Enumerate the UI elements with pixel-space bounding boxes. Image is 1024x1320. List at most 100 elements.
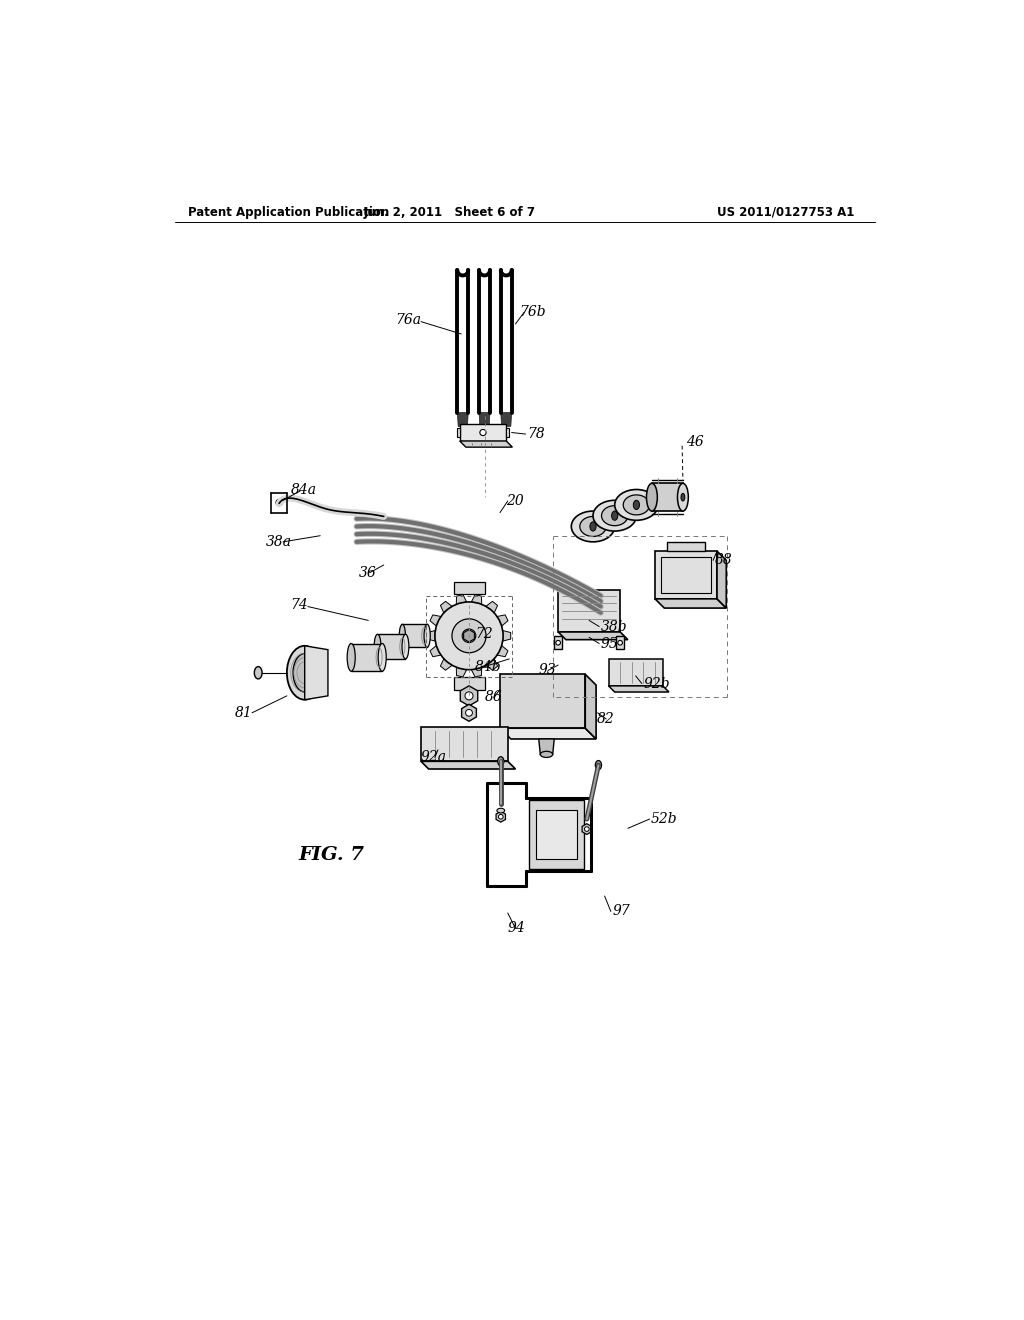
Circle shape (556, 640, 560, 645)
Circle shape (480, 429, 486, 436)
Polygon shape (655, 599, 726, 609)
Text: 38b: 38b (601, 619, 628, 634)
Text: 94: 94 (508, 921, 525, 936)
Polygon shape (500, 675, 586, 729)
Text: 86: 86 (484, 690, 502, 705)
Ellipse shape (611, 511, 617, 520)
Text: 74: 74 (291, 598, 308, 612)
Circle shape (452, 619, 486, 653)
Polygon shape (558, 590, 621, 632)
Polygon shape (378, 635, 406, 659)
Text: 93: 93 (539, 664, 556, 677)
Text: 52b: 52b (651, 812, 678, 826)
Ellipse shape (571, 511, 614, 541)
Ellipse shape (646, 483, 657, 511)
Circle shape (462, 630, 476, 643)
Ellipse shape (347, 644, 355, 672)
Polygon shape (421, 726, 508, 762)
Polygon shape (454, 582, 484, 594)
Polygon shape (485, 602, 498, 612)
Polygon shape (539, 739, 554, 755)
Ellipse shape (595, 760, 601, 770)
Text: 97: 97 (612, 904, 630, 919)
Ellipse shape (593, 500, 636, 531)
Polygon shape (655, 552, 717, 599)
Ellipse shape (580, 516, 606, 536)
Polygon shape (457, 667, 467, 677)
Polygon shape (305, 645, 328, 700)
Text: 38a: 38a (266, 535, 292, 549)
Circle shape (466, 709, 472, 717)
Polygon shape (457, 595, 467, 605)
Polygon shape (554, 636, 562, 649)
Text: US 2011/0127753 A1: US 2011/0127753 A1 (717, 206, 854, 219)
Polygon shape (421, 762, 515, 770)
Ellipse shape (541, 751, 553, 758)
Polygon shape (608, 686, 669, 692)
Text: 82: 82 (597, 711, 614, 726)
Ellipse shape (424, 624, 430, 647)
Polygon shape (427, 631, 435, 642)
Ellipse shape (678, 483, 688, 511)
Circle shape (499, 814, 503, 818)
Polygon shape (717, 552, 726, 609)
Polygon shape (454, 677, 484, 689)
Ellipse shape (497, 808, 505, 813)
Ellipse shape (287, 645, 323, 700)
Ellipse shape (402, 635, 409, 659)
Text: 84a: 84a (291, 483, 316, 496)
Ellipse shape (590, 521, 596, 531)
Polygon shape (558, 632, 628, 640)
Polygon shape (608, 659, 663, 686)
Polygon shape (440, 602, 453, 612)
Ellipse shape (681, 494, 685, 502)
Ellipse shape (601, 506, 628, 525)
Polygon shape (536, 810, 577, 859)
Text: FIG. 7: FIG. 7 (299, 846, 365, 865)
Polygon shape (496, 812, 506, 822)
Polygon shape (586, 675, 596, 739)
Polygon shape (430, 645, 441, 657)
Text: 81: 81 (234, 706, 253, 719)
Text: 72: 72 (475, 627, 493, 642)
Polygon shape (471, 595, 481, 605)
Polygon shape (479, 412, 489, 426)
Polygon shape (506, 428, 509, 437)
Text: 20: 20 (506, 494, 524, 508)
Circle shape (435, 602, 503, 669)
Polygon shape (582, 824, 592, 834)
Polygon shape (471, 667, 481, 677)
Polygon shape (457, 428, 460, 437)
Polygon shape (430, 615, 441, 626)
Ellipse shape (374, 635, 381, 659)
Text: 88: 88 (715, 553, 732, 568)
Text: 76b: 76b (519, 305, 546, 319)
Polygon shape (501, 412, 512, 426)
Text: 92b: 92b (643, 677, 670, 690)
Polygon shape (351, 644, 382, 671)
Circle shape (276, 499, 283, 506)
Polygon shape (460, 441, 512, 447)
Ellipse shape (293, 653, 316, 692)
Text: 76a: 76a (395, 313, 421, 327)
Polygon shape (500, 729, 596, 739)
Circle shape (617, 640, 623, 645)
Polygon shape (497, 645, 508, 657)
Polygon shape (616, 636, 624, 649)
Polygon shape (497, 615, 508, 626)
Polygon shape (460, 686, 478, 706)
Ellipse shape (254, 667, 262, 678)
Polygon shape (667, 543, 706, 552)
Polygon shape (402, 624, 427, 647)
Ellipse shape (399, 624, 406, 647)
Polygon shape (458, 412, 468, 426)
Circle shape (465, 692, 473, 700)
Ellipse shape (378, 644, 386, 672)
Text: 36: 36 (359, 566, 377, 579)
Ellipse shape (633, 500, 640, 510)
Text: 78: 78 (527, 428, 545, 441)
Ellipse shape (614, 490, 658, 520)
Text: 95: 95 (601, 636, 618, 651)
Text: 46: 46 (686, 434, 703, 449)
Ellipse shape (498, 756, 504, 766)
